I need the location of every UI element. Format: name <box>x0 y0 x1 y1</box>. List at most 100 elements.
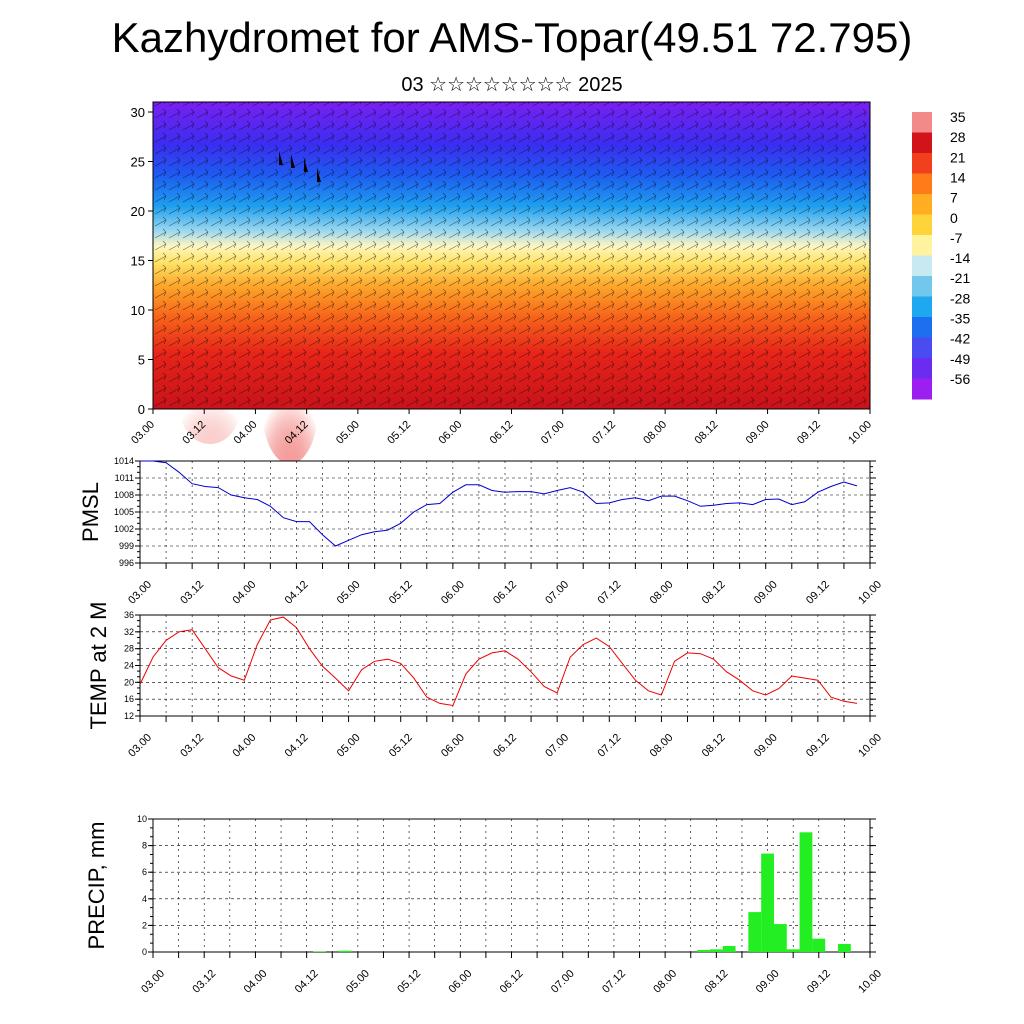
x-tick-label: 06.00 <box>439 732 467 760</box>
y-tick-label: 20 <box>131 204 145 219</box>
precip-bar <box>837 944 851 952</box>
y-tick-label: 1014 <box>114 456 134 466</box>
precip-bar <box>338 950 352 952</box>
pmsl-panel: 996 999 1002 1005 1008 1011 1014 03.00 03.12 04.0… <box>78 456 884 607</box>
colorbar: 35 28 21 14 7 0 -7 -14 -21 -28 -35 -42 -49 -56 <box>912 109 970 400</box>
x-tick-label: 03.00 <box>129 419 157 447</box>
colorbar-label: 14 <box>950 169 966 185</box>
colorbar-swatch <box>912 255 932 277</box>
x-tick-label: 07.00 <box>543 579 571 607</box>
colorbar-swatch <box>912 153 932 174</box>
colorbar-label: -35 <box>950 311 970 327</box>
colorbar-label: -42 <box>950 331 970 347</box>
precip-bar <box>697 950 710 952</box>
colorbar-label: 0 <box>950 210 958 226</box>
y-tick-label: 6 <box>142 867 147 877</box>
x-tick-label: 07.12 <box>595 732 623 760</box>
x-tick-label: 03.12 <box>190 968 218 996</box>
y-tick-label: 15 <box>131 254 145 269</box>
y-tick-label: 28 <box>124 644 134 654</box>
precip-bar <box>709 949 723 952</box>
colorbar-label: -7 <box>950 230 963 246</box>
x-tick-label: 06.00 <box>436 419 464 447</box>
chart-title: Kazhydromet for AMS-Topar(49.51 72.795) <box>111 14 913 61</box>
y-tick-label: 5 <box>138 353 145 368</box>
colorbar-swatch <box>912 296 932 318</box>
x-tick-label: 10.00 <box>856 732 884 760</box>
colorbar-swatch <box>912 276 932 297</box>
series-line <box>139 616 858 707</box>
x-tick-label: 08.12 <box>700 579 728 607</box>
colorbar-swatch <box>912 214 932 236</box>
colorbar-label: -49 <box>950 351 970 367</box>
x-tick-label: 09.12 <box>804 732 832 760</box>
x-tick-label: 06.12 <box>491 732 519 760</box>
y-axis-title: PRECIP, mm <box>84 822 109 950</box>
colorbar-label: -14 <box>950 250 970 266</box>
y-tick-label: 32 <box>124 627 134 637</box>
x-tick-label: 05.12 <box>385 419 413 447</box>
colorbar-swatch <box>912 317 932 338</box>
x-tick-label: 05.00 <box>335 732 363 760</box>
y-tick-label: 999 <box>119 541 134 551</box>
x-tick-label: 09.00 <box>752 579 780 607</box>
y-tick-label: 4 <box>142 894 147 904</box>
wind-flag <box>279 151 283 165</box>
colorbar-label: -56 <box>950 371 970 387</box>
y-tick-label: 16 <box>124 694 134 704</box>
x-tick-label: 06.00 <box>446 968 474 996</box>
x-tick-label: 06.12 <box>491 579 519 607</box>
y-tick-label: 1008 <box>114 490 134 500</box>
x-tick-label: 05.00 <box>344 968 372 996</box>
colorbar-label: 28 <box>950 129 966 145</box>
colorbar-swatch <box>912 112 932 133</box>
colorbar-label: -21 <box>950 270 970 286</box>
x-tick-label: 03.00 <box>126 579 154 607</box>
x-tick-label: 07.12 <box>595 579 623 607</box>
x-tick-label: 07.00 <box>549 968 577 996</box>
x-tick-label: 05.12 <box>387 579 415 607</box>
x-tick-label: 04.12 <box>283 732 311 760</box>
x-tick-label: 05.00 <box>335 579 363 607</box>
colorbar-swatch <box>912 378 932 400</box>
y-tick-label: 1002 <box>114 524 134 534</box>
x-tick-label: 03.00 <box>126 732 154 760</box>
x-tick-label: 06.00 <box>439 579 467 607</box>
precip-bar <box>748 912 762 952</box>
precip-bar <box>761 853 774 952</box>
x-tick-label: 06.12 <box>498 968 526 996</box>
y-tick-label: 10 <box>131 303 145 318</box>
colorbar-label: 35 <box>950 109 966 125</box>
x-tick-label: 08.00 <box>648 579 676 607</box>
y-tick-label: 0 <box>142 947 147 957</box>
y-tick-label: 30 <box>131 105 145 120</box>
colorbar-swatch <box>912 337 932 359</box>
y-tick-label: 24 <box>124 661 134 671</box>
wind-flag <box>304 158 308 172</box>
y-tick-label: 996 <box>119 558 134 568</box>
precip-bar <box>773 924 787 952</box>
x-tick-label: 03.00 <box>139 968 167 996</box>
y-tick-label: 36 <box>124 610 134 620</box>
x-tick-label: 10.00 <box>856 968 884 996</box>
x-tick-label: 06.12 <box>488 419 516 447</box>
y-tick-label: 25 <box>131 155 145 170</box>
y-tick-label: 1011 <box>115 473 134 483</box>
precip-bar <box>722 946 736 952</box>
x-tick-label: 09.00 <box>752 732 780 760</box>
y-tick-label: 1005 <box>114 507 134 517</box>
colorbar-swatch <box>912 194 932 215</box>
y-tick-label: 12 <box>124 711 134 721</box>
wind-flag <box>291 154 295 168</box>
precip-panel: 0 2 4 6 8 10 03.00 03.12 04.00 04.12 05.00 05.12 06.… <box>84 814 884 996</box>
x-tick-label: 09.12 <box>795 419 823 447</box>
colorbar-swatch <box>912 358 932 379</box>
x-tick-label: 09.00 <box>744 419 772 447</box>
x-tick-label: 10.00 <box>856 579 884 607</box>
x-tick-label: 03.12 <box>178 732 206 760</box>
precip-bar <box>812 938 826 952</box>
colorbar-swatch <box>912 132 932 154</box>
x-tick-label: 08.12 <box>693 419 721 447</box>
